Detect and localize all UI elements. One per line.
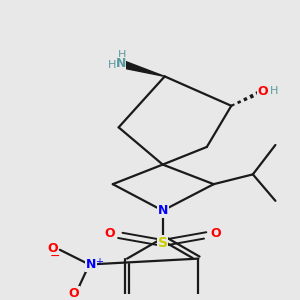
Text: H: H xyxy=(108,60,116,70)
Text: O: O xyxy=(104,227,115,240)
Text: O: O xyxy=(257,85,268,98)
Text: N: N xyxy=(85,258,96,271)
Text: H: H xyxy=(118,50,126,60)
Text: N: N xyxy=(158,204,168,217)
Text: H: H xyxy=(270,86,278,96)
Text: −: − xyxy=(49,250,60,263)
Polygon shape xyxy=(120,60,165,76)
Text: S: S xyxy=(158,236,168,250)
Text: O: O xyxy=(210,227,221,240)
Text: O: O xyxy=(47,242,58,255)
Text: O: O xyxy=(68,287,79,300)
Text: N: N xyxy=(116,57,126,70)
Text: +: + xyxy=(95,256,103,267)
